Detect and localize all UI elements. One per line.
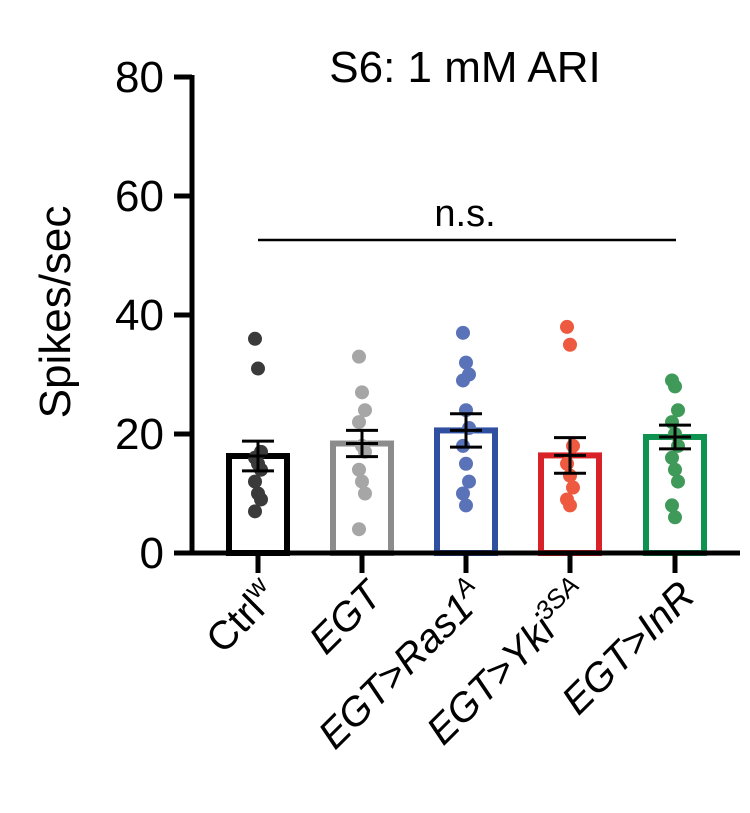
data-point — [566, 438, 580, 453]
data-point — [254, 492, 268, 507]
data-point — [671, 438, 685, 453]
data-point — [665, 498, 679, 513]
data-point — [462, 421, 476, 436]
data-point — [358, 403, 372, 418]
y-tick-label: 80 — [115, 53, 164, 102]
data-point — [352, 522, 366, 537]
bars-group — [226, 319, 707, 557]
data-point — [456, 486, 470, 501]
y-axis-label: Spikes/sec — [31, 206, 80, 419]
data-point — [355, 474, 369, 489]
data-point — [462, 474, 476, 489]
data-point — [248, 474, 262, 489]
data-point — [456, 373, 470, 388]
chart-title: S6: 1 mM ARI — [329, 43, 600, 92]
data-point — [668, 462, 682, 477]
data-point — [248, 331, 262, 346]
data-point — [665, 450, 679, 465]
data-point — [566, 480, 580, 495]
y-tick-label: 60 — [115, 172, 164, 221]
y-axis: 0 20 40 60 80 — [115, 53, 195, 578]
data-point — [352, 415, 366, 430]
data-point — [251, 361, 265, 376]
y-tick-label: 40 — [115, 291, 164, 340]
data-point — [358, 486, 372, 501]
data-point — [459, 498, 473, 513]
data-point — [563, 337, 577, 352]
data-point — [355, 385, 369, 400]
data-point — [352, 462, 366, 477]
data-point — [459, 456, 473, 471]
x-tick-label: Ctrlw — [194, 570, 286, 662]
data-point — [668, 379, 682, 394]
data-point — [248, 504, 262, 519]
data-point — [456, 325, 470, 340]
data-point — [665, 415, 679, 430]
data-point — [671, 474, 685, 489]
data-point — [668, 510, 682, 525]
data-point — [459, 355, 473, 370]
data-point — [563, 498, 577, 513]
data-point — [671, 403, 685, 418]
y-tick-label: 20 — [115, 410, 164, 459]
significance-annotation: n.s. — [434, 193, 495, 235]
x-tick-label: EGT — [301, 571, 392, 662]
x-tick-label-base: EGT — [301, 571, 392, 662]
data-point — [352, 349, 366, 364]
data-point — [560, 319, 574, 334]
y-tick-label: 0 — [140, 529, 164, 578]
data-point — [560, 456, 574, 471]
